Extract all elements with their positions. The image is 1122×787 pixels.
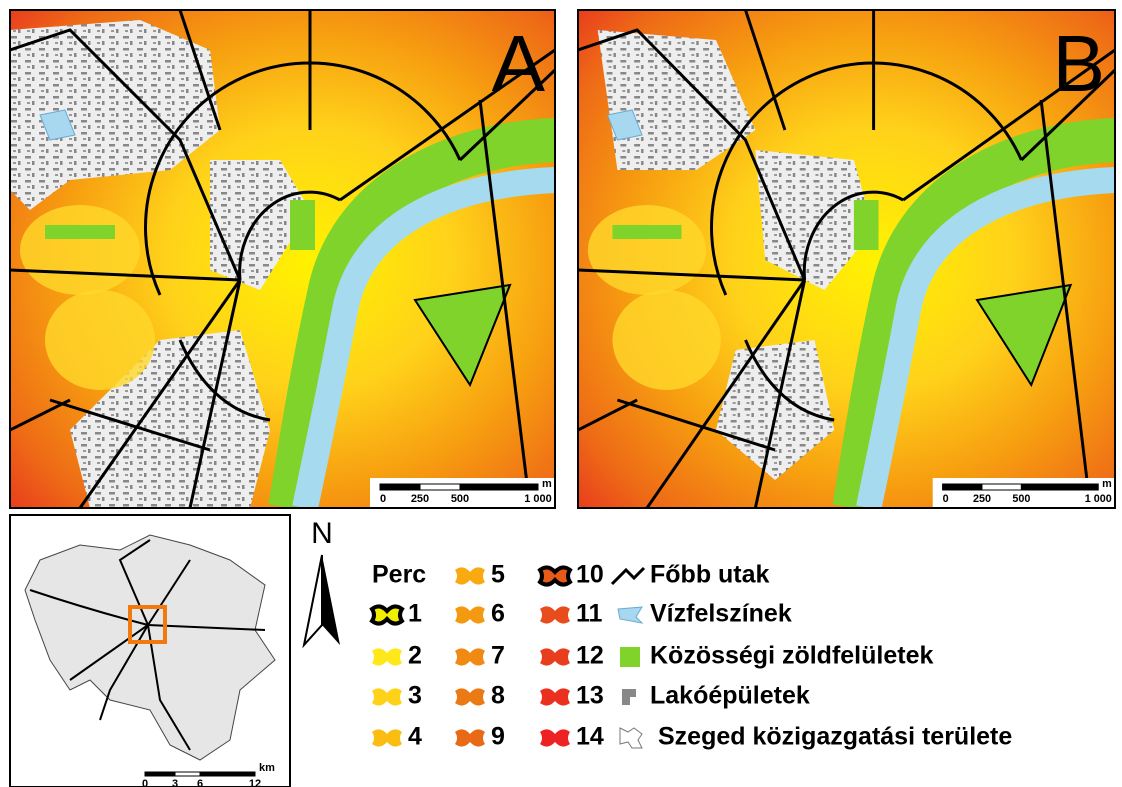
scale-bar: 0 250 500 1 000 m (370, 478, 555, 508)
yellow-patch (588, 205, 706, 295)
scale-label: 500 (1012, 493, 1030, 505)
scale-segment (145, 772, 175, 776)
green-area (612, 225, 681, 239)
minute-label: 8 (491, 682, 505, 710)
legend-item: Lakóépületek (650, 682, 810, 710)
legend-item: Vízfelszínek (650, 600, 792, 628)
road-icon (612, 568, 644, 584)
legend-item: Közösségi zöldfelületek (650, 642, 933, 670)
map-content: A 0 250 500 1 000 m (10, 10, 555, 508)
minute-swatch (540, 688, 570, 705)
minute-label: 11 (576, 600, 603, 628)
scale-segment (175, 772, 200, 776)
map-panel: B 0 250 500 1 000 m (578, 10, 1115, 508)
green-icon (620, 647, 640, 667)
minute-swatch (540, 648, 570, 665)
scale-label: 1 000 (524, 493, 552, 505)
scale-unit: m (1102, 478, 1112, 490)
minute-label: 9 (491, 723, 505, 751)
green-area (854, 200, 879, 250)
minute-swatch (540, 606, 570, 623)
minute-label: 12 (576, 642, 604, 670)
panel-label: B (1053, 19, 1106, 109)
scale-segment (943, 484, 982, 490)
scale-label: 500 (451, 493, 469, 505)
scale-segment (460, 484, 538, 490)
yellow-patch (45, 290, 155, 390)
water-icon (618, 607, 642, 623)
minute-label: 1 (408, 600, 422, 628)
yellow-patch (20, 205, 140, 295)
minute-label: 10 (576, 561, 604, 589)
scale-label: 1 000 (1085, 493, 1112, 505)
map-content: B 0 250 500 1 000 m (578, 10, 1115, 508)
scale-label: 250 (411, 493, 429, 505)
minute-label: 5 (491, 561, 505, 589)
north-arrow (304, 555, 322, 645)
minute-swatch (372, 606, 402, 623)
scale-segment (1021, 484, 1098, 490)
scale-segment (420, 484, 460, 490)
page: {"panels":[{"label":"A","scale":{"labels… (0, 0, 1122, 787)
scale-label: 6 (197, 778, 203, 787)
minute-swatch (455, 648, 485, 665)
scale-segment (982, 484, 1021, 490)
minute-label: 2 (408, 642, 422, 670)
panel-label: A (492, 19, 546, 108)
minute-swatch (540, 567, 570, 584)
minute-label: 14 (576, 723, 604, 751)
admin-icon (620, 728, 642, 748)
map-panel: A 0 250 500 1 000 m (10, 10, 555, 508)
green-area (290, 200, 315, 250)
scale-bar: 0 250 500 1 000 m (933, 478, 1115, 508)
minute-swatch (455, 729, 485, 746)
scale-unit: m (542, 478, 552, 490)
figure: N A02505001 000mB02505001 000m03612kmPer… (0, 0, 1122, 787)
north-label: N (311, 517, 333, 550)
scale-segment (200, 772, 255, 776)
legend-item: Szeged közigazgatási területe (658, 723, 1012, 751)
scale-label: 3 (172, 778, 178, 787)
minute-label: 3 (408, 682, 422, 710)
scale-unit: km (259, 762, 275, 774)
legend-title: Perc (372, 561, 426, 589)
minute-swatch (455, 567, 485, 584)
green-area (45, 225, 115, 239)
scale-label: 0 (380, 493, 386, 505)
minute-label: 6 (491, 600, 505, 628)
minute-swatch (372, 729, 402, 746)
minute-swatch (372, 688, 402, 705)
scale-label: 12 (249, 778, 261, 787)
legend-item: Főbb utak (650, 561, 770, 589)
scale-label: 0 (943, 493, 949, 505)
minute-swatch (372, 648, 402, 665)
scale-label: 0 (142, 778, 148, 787)
scale-segment (380, 484, 420, 490)
minute-label: 13 (576, 682, 604, 710)
minute-label: 7 (491, 642, 505, 670)
minute-swatch (455, 688, 485, 705)
building-icon (622, 689, 636, 705)
minute-label: 4 (408, 723, 422, 751)
scale-label: 250 (973, 493, 991, 505)
minute-swatch (455, 606, 485, 623)
north-arrow (322, 555, 340, 645)
minute-swatch (540, 729, 570, 746)
yellow-patch (612, 290, 720, 390)
